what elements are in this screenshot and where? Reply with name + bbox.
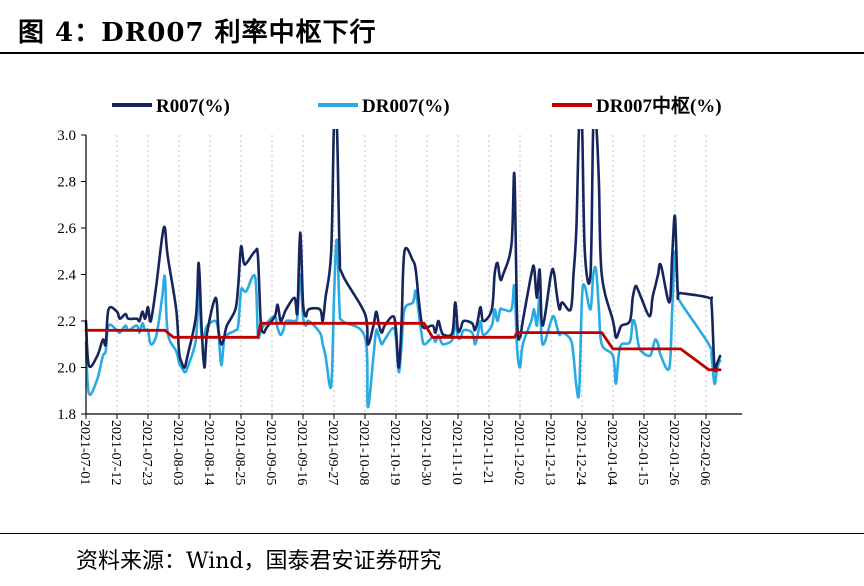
line-chart: R007(%) DR007(%) DR007中枢(%) 1.8 2.0 2.2 2.4 2.… <box>57 94 742 485</box>
x-tick-label: 2021-11-10 <box>449 420 464 485</box>
series-line-dr007-center <box>84 321 722 372</box>
x-tick-label: 2022-02-06 <box>697 420 712 485</box>
x-tick-label: 2021-07-01 <box>77 420 92 485</box>
source-note: 资料来源：Wind，国泰君安证券研究 <box>76 549 442 574</box>
x-tick-label: 2021-10-19 <box>387 420 402 485</box>
legend-label: DR007中枢(%) <box>596 94 722 117</box>
chart-grid <box>85 135 707 414</box>
x-tick-label: 2021-10-30 <box>418 420 433 485</box>
figure-title: 图 4：DR007 利率中枢下行 <box>18 18 377 48</box>
chart-legend: R007(%) DR007(%) DR007中枢(%) <box>112 94 722 117</box>
y-tick-label: 1.8 <box>57 407 76 423</box>
source-divider <box>0 533 864 534</box>
y-tick-label: 3.0 <box>57 128 76 144</box>
series-line-dr007 <box>84 238 722 409</box>
x-tick-label: 2021-08-25 <box>232 420 247 485</box>
x-tick-label: 2021-12-13 <box>542 420 557 485</box>
y-tick-label: 2.6 <box>57 221 76 237</box>
y-tick-label: 2.2 <box>57 314 76 330</box>
x-tick-label: 2021-07-23 <box>139 420 154 485</box>
x-tick-label: 2021-09-05 <box>263 420 278 485</box>
x-tick-label: 2021-07-12 <box>108 420 123 485</box>
x-tick-label: 2021-09-27 <box>325 420 340 485</box>
y-tick-label: 2.0 <box>57 361 76 377</box>
x-tick-label: 2022-01-04 <box>604 420 619 485</box>
x-tick-label: 2021-10-08 <box>356 420 371 485</box>
x-tick-label: 2021-12-02 <box>511 420 526 485</box>
y-tick-label: 2.4 <box>57 268 76 284</box>
x-axis-ticks: 2021-07-01 2021-07-12 2021-07-23 2021-08-03… <box>77 414 712 485</box>
y-axis-ticks: 1.8 2.0 2.2 2.4 2.6 2.8 3.0 <box>57 128 86 423</box>
x-tick-label: 2022-01-15 <box>635 420 650 485</box>
chart-series <box>84 129 722 409</box>
x-tick-label: 2021-09-16 <box>294 420 309 485</box>
series-line-r007 <box>84 129 722 373</box>
x-tick-label: 2022-01-26 <box>666 420 681 485</box>
legend-label: R007(%) <box>156 96 230 117</box>
x-tick-label: 2021-12-24 <box>573 420 588 485</box>
title-divider <box>0 52 864 54</box>
legend-label: DR007(%) <box>362 96 450 117</box>
x-tick-label: 2021-11-21 <box>480 420 495 485</box>
y-tick-label: 2.8 <box>57 175 76 191</box>
x-tick-label: 2021-08-03 <box>170 420 185 485</box>
x-tick-label: 2021-08-14 <box>201 420 216 485</box>
